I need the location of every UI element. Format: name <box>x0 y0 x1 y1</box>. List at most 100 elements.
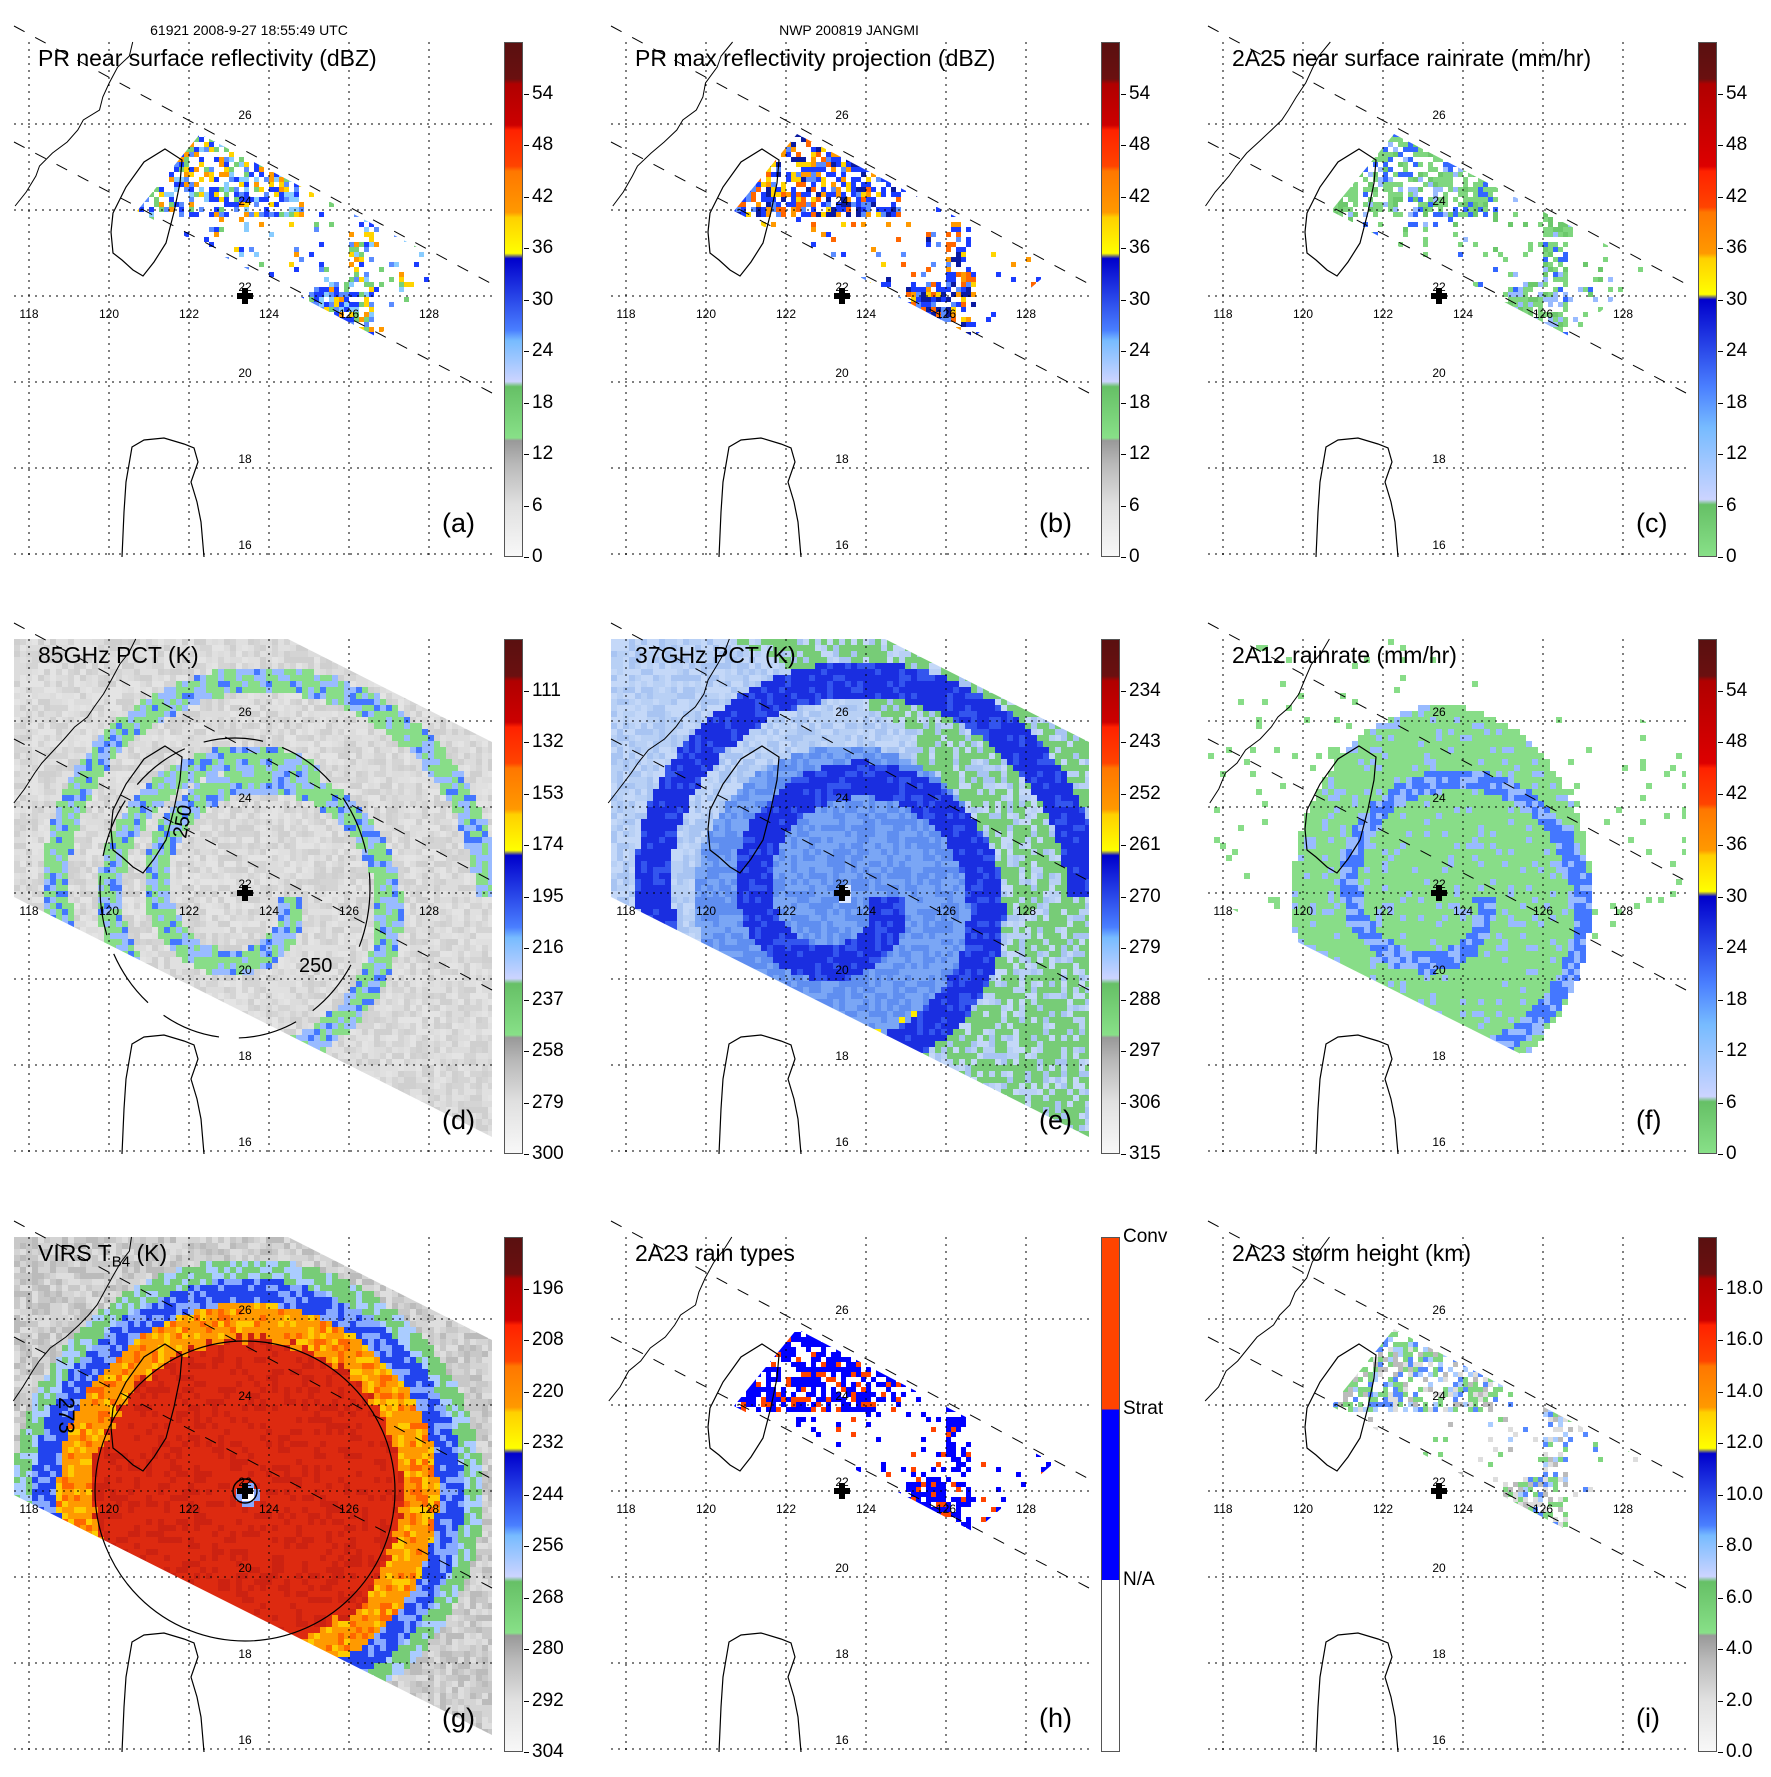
data-pixel <box>906 397 911 402</box>
data-pixel <box>891 172 896 177</box>
data-pixel <box>314 362 319 367</box>
data-pixel <box>39 197 44 202</box>
data-pixel <box>921 317 926 322</box>
data-pixel <box>39 117 44 122</box>
data-pixel <box>379 327 384 332</box>
data-pixel <box>616 47 621 52</box>
data-pixel <box>791 107 796 112</box>
data-pixel <box>626 97 631 102</box>
data-pixel <box>234 132 239 137</box>
data-pixel <box>114 87 119 92</box>
data-pixel <box>616 97 621 102</box>
data-pixel <box>786 92 791 97</box>
data-pixel <box>279 82 284 87</box>
data-pixel <box>1051 487 1056 492</box>
data-pixel <box>444 102 449 107</box>
data-pixel <box>129 112 134 117</box>
data-pixel <box>134 82 139 87</box>
data-pixel <box>881 357 886 362</box>
data-pixel <box>666 187 671 192</box>
data-pixel <box>429 227 434 232</box>
data-pixel <box>269 337 274 342</box>
data-pixel <box>746 177 751 182</box>
data-pixel <box>84 77 89 82</box>
data-pixel <box>876 302 881 307</box>
data-pixel <box>24 387 29 392</box>
data-pixel <box>881 212 886 217</box>
data-pixel <box>671 412 676 417</box>
data-pixel <box>881 132 886 137</box>
data-pixel <box>961 432 966 437</box>
data-pixel <box>836 152 841 157</box>
data-pixel <box>906 337 911 342</box>
data-pixel <box>951 362 956 367</box>
data-pixel <box>646 127 651 132</box>
data-pixel <box>816 192 821 197</box>
data-pixel <box>951 497 956 502</box>
data-pixel <box>299 312 304 317</box>
data-pixel <box>1026 257 1031 262</box>
data-pixel <box>489 537 494 542</box>
data-pixel <box>194 152 199 157</box>
data-pixel <box>841 167 846 172</box>
data-pixel <box>34 112 39 117</box>
data-pixel <box>394 362 399 367</box>
data-pixel <box>54 187 59 192</box>
data-pixel <box>284 177 289 182</box>
data-pixel <box>369 412 374 417</box>
data-pixel <box>886 352 891 357</box>
data-pixel <box>149 137 154 142</box>
data-pixel <box>234 92 239 97</box>
data-pixel <box>831 72 836 77</box>
data-pixel <box>354 242 359 247</box>
data-pixel <box>164 112 169 117</box>
data-pixel <box>866 107 871 112</box>
data-pixel <box>29 212 34 217</box>
data-pixel <box>1001 67 1006 72</box>
data-pixel <box>1026 407 1031 412</box>
data-pixel <box>796 162 801 167</box>
data-pixel <box>856 202 861 207</box>
data-pixel <box>626 477 631 482</box>
data-pixel <box>354 522 359 527</box>
data-pixel <box>419 252 424 257</box>
data-pixel <box>801 202 806 207</box>
data-pixel <box>269 117 274 122</box>
data-pixel <box>1031 502 1036 507</box>
data-pixel <box>881 392 886 397</box>
data-pixel <box>831 182 836 187</box>
data-pixel <box>194 352 199 357</box>
data-pixel <box>299 367 304 372</box>
data-pixel <box>631 187 636 192</box>
data-pixel <box>831 147 836 152</box>
data-pixel <box>364 502 369 507</box>
data-pixel <box>484 437 489 442</box>
data-pixel <box>39 377 44 382</box>
data-pixel <box>861 347 866 352</box>
data-pixel <box>309 367 314 372</box>
data-pixel <box>716 117 721 122</box>
data-pixel <box>174 462 179 467</box>
data-pixel <box>34 82 39 87</box>
data-pixel <box>856 382 861 387</box>
data-pixel <box>329 357 334 362</box>
data-pixel <box>821 212 826 217</box>
data-pixel <box>946 147 951 152</box>
data-pixel <box>179 202 184 207</box>
data-pixel <box>344 482 349 487</box>
data-pixel <box>44 112 49 117</box>
data-pixel <box>269 77 274 82</box>
data-pixel <box>1071 367 1076 372</box>
data-pixel <box>344 342 349 347</box>
data-pixel <box>369 347 374 352</box>
data-pixel <box>846 357 851 362</box>
data-pixel <box>926 317 931 322</box>
data-pixel <box>229 362 234 367</box>
data-pixel <box>154 82 159 87</box>
data-pixel <box>766 167 771 172</box>
data-pixel <box>851 82 856 87</box>
data-pixel <box>289 197 294 202</box>
data-pixel <box>274 172 279 177</box>
data-pixel <box>906 347 911 352</box>
